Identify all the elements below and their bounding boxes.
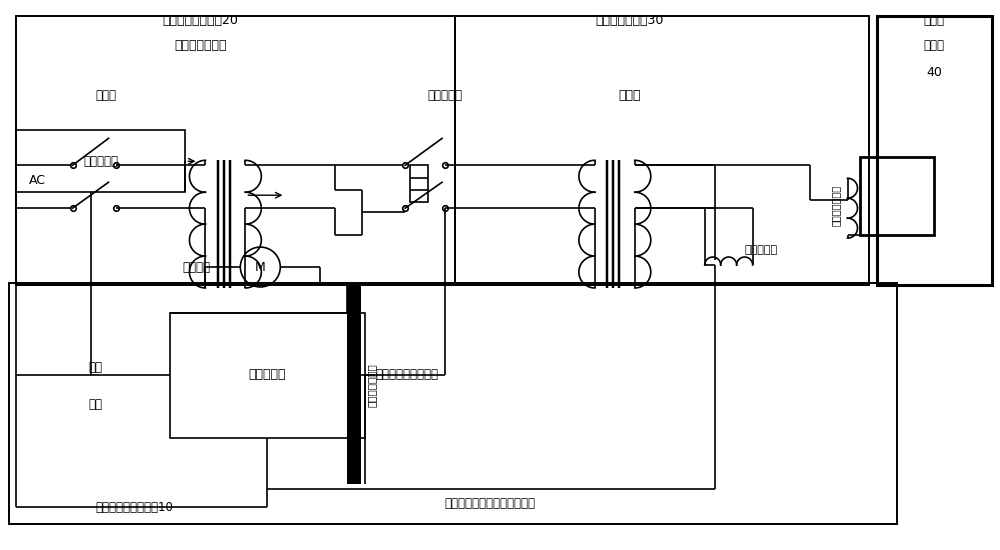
Text: 调压电机: 调压电机 — [182, 261, 210, 273]
Text: 断路器: 断路器 — [95, 89, 116, 102]
Text: 样品电流互感器: 样品电流互感器 — [831, 185, 841, 226]
Bar — [455, 15, 869, 285]
Text: 升压: 升压 — [89, 361, 103, 374]
Bar — [410, 166, 428, 202]
Text: 机械电动调压模块20: 机械电动调压模块20 — [162, 14, 238, 27]
Text: 降压: 降压 — [89, 398, 103, 411]
Text: 交流接触器: 交流接触器 — [428, 89, 463, 102]
Text: 大电流输出合闸控制: 大电流输出合闸控制 — [375, 368, 438, 381]
Text: 调压器电压监测: 调压器电压监测 — [366, 363, 376, 406]
Text: 样品电流互感器一次电流记录: 样品电流互感器一次电流记录 — [445, 497, 536, 510]
Bar — [16, 130, 185, 192]
Bar — [877, 15, 992, 285]
Text: 爆模块: 爆模块 — [924, 39, 945, 52]
Bar — [16, 15, 455, 285]
Text: AC: AC — [29, 174, 46, 187]
Text: M: M — [255, 261, 266, 273]
Bar — [9, 283, 897, 524]
Bar — [170, 313, 365, 438]
Text: 试验控制台: 试验控制台 — [249, 368, 286, 381]
Text: 机械电动调压器: 机械电动调压器 — [174, 39, 227, 52]
Text: 控制及数据处理模块10: 控制及数据处理模块10 — [96, 501, 173, 514]
Bar — [347, 285, 361, 485]
Text: 调压器控制: 调压器控制 — [83, 155, 118, 168]
Text: 样品防: 样品防 — [924, 14, 945, 27]
Text: 大电流发生模块30: 大电流发生模块30 — [596, 14, 664, 27]
Text: 电流互感器: 电流互感器 — [745, 245, 778, 255]
Text: 40: 40 — [926, 66, 942, 79]
Bar — [860, 157, 934, 235]
Text: 升流器: 升流器 — [619, 89, 641, 102]
